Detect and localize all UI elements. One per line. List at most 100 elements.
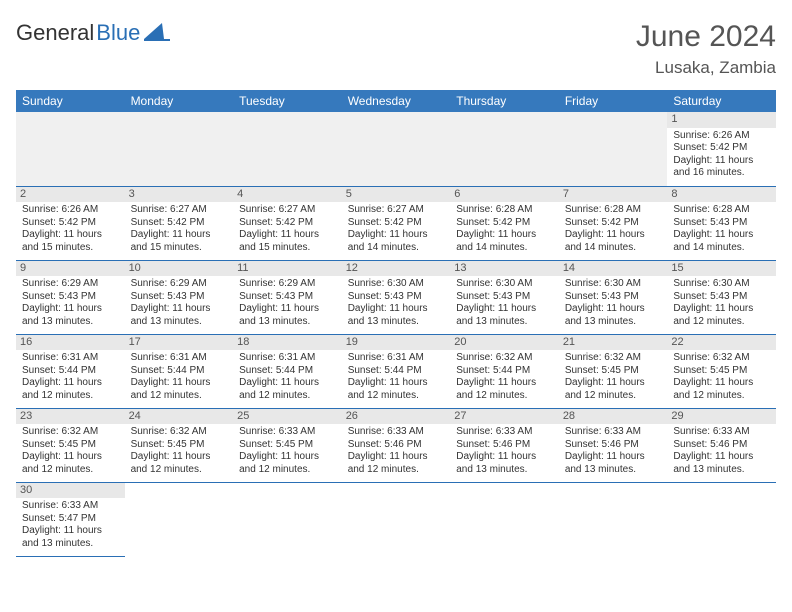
- sunset-line: Sunset: 5:46 PM: [673, 439, 770, 452]
- day-cell: 7Sunrise: 6:28 AMSunset: 5:42 PMDaylight…: [559, 186, 668, 260]
- sunset-line: Sunset: 5:45 PM: [565, 365, 662, 378]
- day-info: Sunrise: 6:30 AMSunset: 5:43 PMDaylight:…: [346, 278, 447, 328]
- day-cell: 10Sunrise: 6:29 AMSunset: 5:43 PMDayligh…: [125, 260, 234, 334]
- day-number: 21: [559, 335, 668, 351]
- day-number: 10: [125, 261, 234, 277]
- sunset-line: Sunset: 5:42 PM: [456, 217, 553, 230]
- sunset-line: Sunset: 5:43 PM: [22, 291, 119, 304]
- daylight-line: Daylight: 11 hours and 12 minutes.: [673, 303, 770, 328]
- sunset-line: Sunset: 5:43 PM: [456, 291, 553, 304]
- calendar-row: 23Sunrise: 6:32 AMSunset: 5:45 PMDayligh…: [16, 408, 776, 482]
- sunrise-line: Sunrise: 6:29 AM: [131, 278, 228, 291]
- blank-cell: [667, 482, 776, 556]
- sunset-line: Sunset: 5:44 PM: [456, 365, 553, 378]
- day-number: 2: [16, 187, 125, 203]
- sunrise-line: Sunrise: 6:33 AM: [348, 426, 445, 439]
- day-number: 11: [233, 261, 342, 277]
- day-info: Sunrise: 6:29 AMSunset: 5:43 PMDaylight:…: [20, 278, 121, 328]
- day-cell: 28Sunrise: 6:33 AMSunset: 5:46 PMDayligh…: [559, 408, 668, 482]
- sunset-line: Sunset: 5:44 PM: [239, 365, 336, 378]
- day-cell: 11Sunrise: 6:29 AMSunset: 5:43 PMDayligh…: [233, 260, 342, 334]
- logo-text-1: General: [16, 20, 94, 46]
- day-number: 1: [667, 112, 776, 128]
- logo-text-2: Blue: [96, 20, 140, 46]
- day-info: Sunrise: 6:33 AMSunset: 5:46 PMDaylight:…: [671, 426, 772, 476]
- daylight-line: Daylight: 11 hours and 14 minutes.: [565, 229, 662, 254]
- day-number: 6: [450, 187, 559, 203]
- sunset-line: Sunset: 5:43 PM: [131, 291, 228, 304]
- daylight-line: Daylight: 11 hours and 16 minutes.: [673, 155, 770, 180]
- calendar-row: 2Sunrise: 6:26 AMSunset: 5:42 PMDaylight…: [16, 186, 776, 260]
- sunset-line: Sunset: 5:43 PM: [565, 291, 662, 304]
- day-info: Sunrise: 6:32 AMSunset: 5:45 PMDaylight:…: [671, 352, 772, 402]
- weekday-header: Wednesday: [342, 90, 451, 112]
- daylight-line: Daylight: 11 hours and 12 minutes.: [22, 451, 119, 476]
- sunrise-line: Sunrise: 6:32 AM: [131, 426, 228, 439]
- day-number: 27: [450, 409, 559, 425]
- sunset-line: Sunset: 5:44 PM: [348, 365, 445, 378]
- day-info: Sunrise: 6:31 AMSunset: 5:44 PMDaylight:…: [129, 352, 230, 402]
- day-info: Sunrise: 6:32 AMSunset: 5:45 PMDaylight:…: [20, 426, 121, 476]
- day-number: 30: [16, 483, 125, 499]
- sunrise-line: Sunrise: 6:31 AM: [22, 352, 119, 365]
- sunset-line: Sunset: 5:44 PM: [22, 365, 119, 378]
- sunrise-line: Sunrise: 6:32 AM: [673, 352, 770, 365]
- weekday-header: Monday: [125, 90, 234, 112]
- sunrise-line: Sunrise: 6:31 AM: [239, 352, 336, 365]
- daylight-line: Daylight: 11 hours and 13 minutes.: [565, 303, 662, 328]
- daylight-line: Daylight: 11 hours and 12 minutes.: [456, 377, 553, 402]
- title-block: June 2024 Lusaka, Zambia: [636, 20, 776, 78]
- day-number: 29: [667, 409, 776, 425]
- sunrise-line: Sunrise: 6:33 AM: [673, 426, 770, 439]
- day-cell: 12Sunrise: 6:30 AMSunset: 5:43 PMDayligh…: [342, 260, 451, 334]
- day-number: 16: [16, 335, 125, 351]
- daylight-line: Daylight: 11 hours and 13 minutes.: [456, 451, 553, 476]
- day-cell: 4Sunrise: 6:27 AMSunset: 5:42 PMDaylight…: [233, 186, 342, 260]
- day-number: 25: [233, 409, 342, 425]
- day-number: 22: [667, 335, 776, 351]
- day-cell: 1Sunrise: 6:26 AMSunset: 5:42 PMDaylight…: [667, 112, 776, 186]
- sunrise-line: Sunrise: 6:28 AM: [673, 204, 770, 217]
- day-cell: 15Sunrise: 6:30 AMSunset: 5:43 PMDayligh…: [667, 260, 776, 334]
- calendar-row: 9Sunrise: 6:29 AMSunset: 5:43 PMDaylight…: [16, 260, 776, 334]
- blank-cell: [559, 112, 668, 186]
- weekday-header: Tuesday: [233, 90, 342, 112]
- sunset-line: Sunset: 5:43 PM: [673, 217, 770, 230]
- day-info: Sunrise: 6:33 AMSunset: 5:46 PMDaylight:…: [346, 426, 447, 476]
- day-number: 20: [450, 335, 559, 351]
- daylight-line: Daylight: 11 hours and 14 minutes.: [456, 229, 553, 254]
- sunrise-line: Sunrise: 6:26 AM: [673, 130, 770, 143]
- sunset-line: Sunset: 5:46 PM: [348, 439, 445, 452]
- day-cell: 24Sunrise: 6:32 AMSunset: 5:45 PMDayligh…: [125, 408, 234, 482]
- day-cell: 8Sunrise: 6:28 AMSunset: 5:43 PMDaylight…: [667, 186, 776, 260]
- sunrise-line: Sunrise: 6:30 AM: [565, 278, 662, 291]
- weekday-header: Saturday: [667, 90, 776, 112]
- sunrise-line: Sunrise: 6:30 AM: [456, 278, 553, 291]
- sunrise-line: Sunrise: 6:29 AM: [239, 278, 336, 291]
- day-cell: 5Sunrise: 6:27 AMSunset: 5:42 PMDaylight…: [342, 186, 451, 260]
- sunset-line: Sunset: 5:45 PM: [239, 439, 336, 452]
- daylight-line: Daylight: 11 hours and 13 minutes.: [131, 303, 228, 328]
- weekday-header: Friday: [559, 90, 668, 112]
- day-cell: 27Sunrise: 6:33 AMSunset: 5:46 PMDayligh…: [450, 408, 559, 482]
- sunset-line: Sunset: 5:45 PM: [673, 365, 770, 378]
- day-cell: 30Sunrise: 6:33 AMSunset: 5:47 PMDayligh…: [16, 482, 125, 556]
- sunset-line: Sunset: 5:43 PM: [673, 291, 770, 304]
- day-cell: 9Sunrise: 6:29 AMSunset: 5:43 PMDaylight…: [16, 260, 125, 334]
- location: Lusaka, Zambia: [636, 58, 776, 78]
- day-info: Sunrise: 6:28 AMSunset: 5:42 PMDaylight:…: [454, 204, 555, 254]
- daylight-line: Daylight: 11 hours and 12 minutes.: [239, 377, 336, 402]
- sunset-line: Sunset: 5:46 PM: [565, 439, 662, 452]
- day-cell: 29Sunrise: 6:33 AMSunset: 5:46 PMDayligh…: [667, 408, 776, 482]
- daylight-line: Daylight: 11 hours and 12 minutes.: [565, 377, 662, 402]
- calendar-body: 1Sunrise: 6:26 AMSunset: 5:42 PMDaylight…: [16, 112, 776, 556]
- calendar-row: 1Sunrise: 6:26 AMSunset: 5:42 PMDaylight…: [16, 112, 776, 186]
- day-info: Sunrise: 6:31 AMSunset: 5:44 PMDaylight:…: [237, 352, 338, 402]
- sunset-line: Sunset: 5:42 PM: [239, 217, 336, 230]
- day-cell: 2Sunrise: 6:26 AMSunset: 5:42 PMDaylight…: [16, 186, 125, 260]
- sunset-line: Sunset: 5:42 PM: [565, 217, 662, 230]
- daylight-line: Daylight: 11 hours and 12 minutes.: [131, 377, 228, 402]
- day-cell: 6Sunrise: 6:28 AMSunset: 5:42 PMDaylight…: [450, 186, 559, 260]
- day-number: 3: [125, 187, 234, 203]
- blank-cell: [342, 482, 451, 556]
